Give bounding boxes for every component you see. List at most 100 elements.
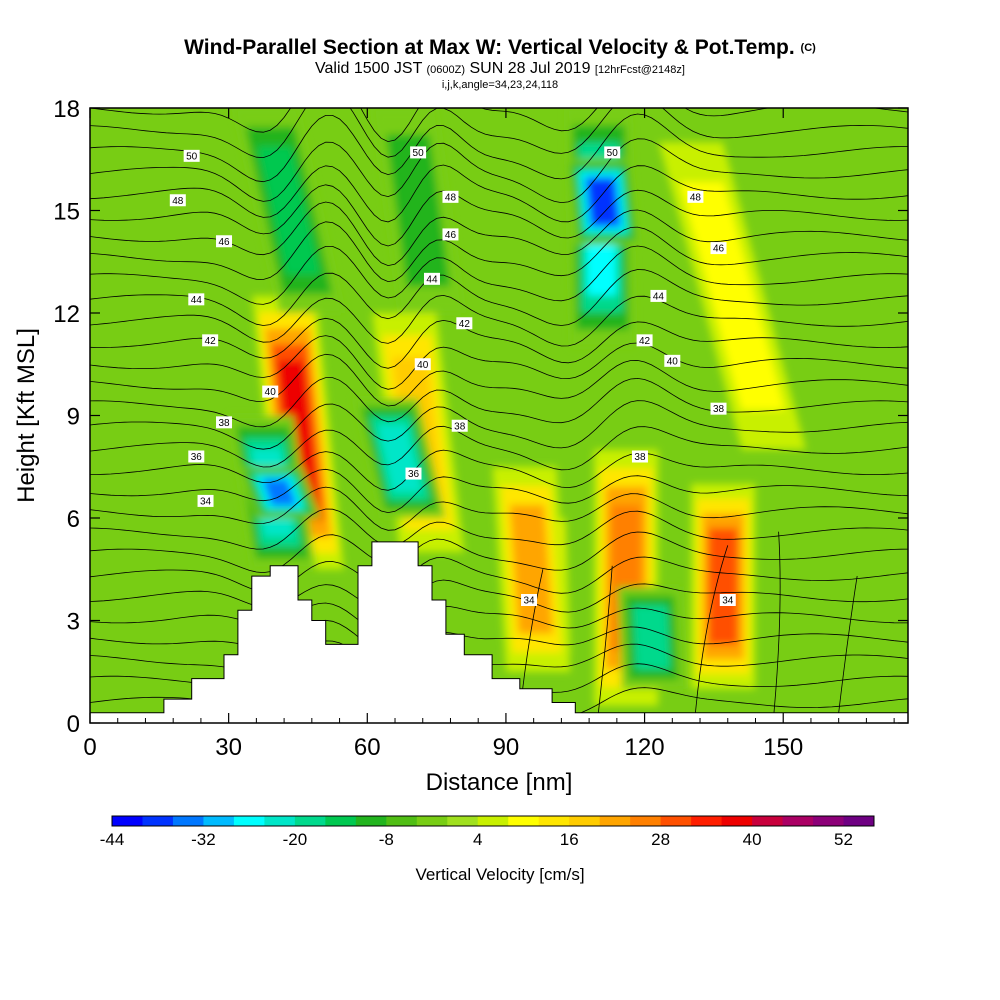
theta-label: 48 (442, 190, 459, 203)
colorbar-swatch (721, 816, 753, 826)
x-tick-label: 30 (215, 734, 242, 761)
theta-label-box (719, 594, 736, 606)
colorbar-swatch (203, 816, 235, 826)
theta-contour-line (90, 221, 908, 283)
theta-label-box (405, 467, 422, 480)
theta-contour-line (90, 108, 908, 143)
colorbar-swatch (477, 816, 509, 826)
theta-label: 40 (262, 385, 279, 398)
theta-label-box (604, 146, 621, 159)
y-tick-label: 6 (67, 506, 80, 533)
theta-label: 44 (650, 289, 667, 302)
theta-label: 40 (664, 354, 681, 367)
theta-label: 38 (631, 450, 648, 463)
theta-label: 48 (169, 194, 186, 207)
theta-label-text: 42 (459, 319, 471, 330)
velocity-field (90, 108, 908, 723)
theta-label: 38 (216, 416, 233, 429)
theta-label-text: 50 (186, 151, 198, 162)
velocity-band (680, 182, 785, 410)
theta-label-box (521, 594, 538, 606)
theta-label-box (423, 272, 440, 285)
colorbar-tick-label: 4 (473, 830, 482, 849)
y-tick-label: 0 (67, 711, 80, 738)
theta-label: 42 (636, 334, 653, 347)
colorbar-swatch (386, 816, 418, 826)
theta-label-box (710, 402, 727, 415)
chart-title-line: Wind-Parallel Section at Max W: Vertical… (0, 36, 1000, 60)
colorbar-tick-label: -20 (283, 830, 308, 849)
velocity-band (509, 504, 553, 634)
theta-contour-line (695, 545, 729, 713)
theta-label-text: 48 (172, 196, 184, 207)
theta-label: 48 (687, 190, 704, 203)
colorbar: -44 -32 -20 -8 4 16 28 40 52 Vertical Velocity [c… (100, 815, 875, 884)
colorbar-tick-label: -44 (100, 830, 125, 849)
updraft-core (658, 142, 806, 450)
theta-contour-line (90, 400, 908, 450)
forecast-info: [12hrFcst@2148z] (594, 64, 685, 76)
colorbar-tick-label: 28 (651, 830, 670, 849)
colorbar-swatch (599, 816, 631, 826)
colorbar-title: Vertical Velocity [cm/s] (415, 865, 584, 884)
colorbar-swatch (416, 816, 448, 826)
colorbar-swatch (782, 816, 814, 826)
colorbar-tick-label: 40 (743, 830, 762, 849)
valid-time-line: Valid 1500 JST (0600Z) SUN 28 Jul 2019 [… (0, 60, 1000, 79)
theta-label: 36 (188, 450, 205, 463)
theta-contour-line (90, 579, 908, 613)
updraft-core (492, 466, 571, 672)
theta-contour-labels: 34 36 38 40 42 44 46 48 50 38 36 40 42 44 46 48 50 34 38 42… (169, 146, 736, 607)
colorbar-tick-label: 16 (560, 830, 579, 849)
theta-contour-line (90, 138, 908, 204)
theta-label: 40 (414, 358, 431, 371)
theta-label-box (410, 146, 427, 159)
theta-label-text: 50 (607, 148, 619, 159)
theta-label-box (650, 289, 667, 302)
colorbar-swatch (447, 816, 479, 826)
colorbar-swatch (325, 816, 357, 826)
x-tick-label: 0 (83, 734, 96, 761)
theta-label-text: 48 (445, 192, 457, 203)
velocity-band (632, 605, 671, 670)
theta-label: 50 (183, 149, 200, 162)
theta-contour-line (90, 531, 908, 574)
terrain-profile (90, 541, 908, 723)
valid-date: SUN 28 Jul 2019 (469, 60, 591, 77)
colorbar-swatch (691, 816, 723, 826)
colorbar-swatch (752, 816, 784, 826)
theta-contour-line (90, 468, 908, 514)
theta-label-text: 38 (713, 404, 725, 415)
theta-contour-line (90, 602, 908, 636)
theta-label-box (216, 235, 233, 248)
valid-prefix: Valid 1500 JST (315, 60, 423, 77)
theta-label-box (664, 354, 681, 367)
theta-label-text: 34 (722, 596, 734, 607)
theta-contour-line (773, 531, 781, 713)
theta-contour-line (90, 269, 908, 326)
colorbar-swatch (630, 816, 662, 826)
colorbar-swatch (112, 816, 143, 826)
colorbar-swatch (508, 816, 540, 826)
theta-label: 34 (719, 594, 736, 607)
theta-label: 42 (456, 317, 473, 330)
theta-label-text: 38 (218, 418, 230, 429)
theta-contour-line (90, 556, 908, 594)
theta-contour-line (90, 184, 908, 247)
colorbar-swatch (538, 816, 570, 826)
theta-contour-line (90, 108, 908, 159)
theta-label-box (636, 334, 653, 347)
theta-label: 50 (410, 146, 427, 159)
x-axis-label: Distance [nm] (426, 769, 573, 796)
theta-contour-line (90, 294, 908, 347)
theta-label-box (197, 494, 214, 507)
velocity-band (708, 528, 738, 645)
downdraft-core (617, 586, 686, 689)
colorbar-tick-label: -8 (379, 830, 394, 849)
theta-label-box (188, 450, 205, 463)
theta-label-text: 44 (653, 291, 665, 302)
colorbar-swatch (264, 816, 296, 826)
updraft-core (691, 483, 756, 689)
